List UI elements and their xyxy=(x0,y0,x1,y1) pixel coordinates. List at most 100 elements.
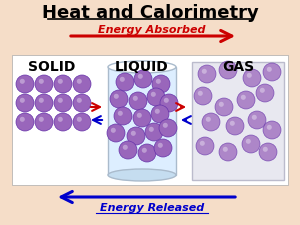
Circle shape xyxy=(223,147,228,152)
Circle shape xyxy=(138,74,143,79)
Circle shape xyxy=(58,79,63,84)
Circle shape xyxy=(263,121,281,139)
Circle shape xyxy=(223,65,228,70)
Circle shape xyxy=(16,94,34,112)
Circle shape xyxy=(20,98,25,103)
Circle shape xyxy=(20,117,25,122)
Circle shape xyxy=(202,113,220,131)
Circle shape xyxy=(138,144,156,162)
Circle shape xyxy=(246,139,251,144)
Circle shape xyxy=(58,98,63,103)
Circle shape xyxy=(241,95,246,100)
Circle shape xyxy=(219,143,237,161)
Circle shape xyxy=(163,123,168,128)
Circle shape xyxy=(242,135,260,153)
Circle shape xyxy=(256,84,274,102)
Circle shape xyxy=(219,61,237,79)
Circle shape xyxy=(35,75,53,93)
Circle shape xyxy=(159,119,177,137)
Circle shape xyxy=(114,94,119,99)
Circle shape xyxy=(73,75,91,93)
Circle shape xyxy=(142,148,147,153)
Circle shape xyxy=(155,109,160,114)
Circle shape xyxy=(116,73,134,91)
Circle shape xyxy=(158,143,163,148)
Circle shape xyxy=(215,98,233,116)
Circle shape xyxy=(77,98,82,103)
Text: GAS: GAS xyxy=(222,60,254,74)
Circle shape xyxy=(133,109,151,127)
Ellipse shape xyxy=(108,61,176,73)
Circle shape xyxy=(119,141,137,159)
Circle shape xyxy=(35,94,53,112)
Circle shape xyxy=(110,90,128,108)
FancyBboxPatch shape xyxy=(192,62,284,180)
Circle shape xyxy=(260,88,265,93)
Circle shape xyxy=(120,77,125,82)
Circle shape xyxy=(73,94,91,112)
Circle shape xyxy=(147,88,165,106)
Circle shape xyxy=(263,147,268,152)
Text: Energy Released: Energy Released xyxy=(100,203,204,213)
Circle shape xyxy=(35,113,53,131)
Circle shape xyxy=(259,143,277,161)
Circle shape xyxy=(219,102,224,107)
Circle shape xyxy=(247,73,252,78)
Text: LIQUID: LIQUID xyxy=(115,60,169,74)
Circle shape xyxy=(154,139,172,157)
Circle shape xyxy=(145,123,163,141)
Circle shape xyxy=(149,127,154,132)
Circle shape xyxy=(160,94,178,112)
Circle shape xyxy=(156,79,161,84)
Circle shape xyxy=(196,137,214,155)
Circle shape xyxy=(252,115,257,120)
Circle shape xyxy=(39,79,44,84)
Circle shape xyxy=(151,105,169,123)
Circle shape xyxy=(198,65,216,83)
Text: Energy Absorbed: Energy Absorbed xyxy=(98,25,206,35)
Circle shape xyxy=(20,79,25,84)
Circle shape xyxy=(39,117,44,122)
Circle shape xyxy=(54,75,72,93)
Circle shape xyxy=(131,131,136,136)
Circle shape xyxy=(127,127,145,145)
Circle shape xyxy=(151,92,156,97)
FancyBboxPatch shape xyxy=(108,67,176,175)
Circle shape xyxy=(129,92,147,110)
Circle shape xyxy=(200,141,205,146)
Circle shape xyxy=(77,117,82,122)
Circle shape xyxy=(152,75,170,93)
Circle shape xyxy=(243,69,261,87)
Ellipse shape xyxy=(108,169,176,181)
Circle shape xyxy=(58,117,63,122)
Circle shape xyxy=(134,70,152,88)
Circle shape xyxy=(137,113,142,118)
Circle shape xyxy=(16,113,34,131)
Circle shape xyxy=(267,67,272,72)
Circle shape xyxy=(237,91,255,109)
Circle shape xyxy=(107,124,125,142)
Text: Heat and Calorimetry: Heat and Calorimetry xyxy=(42,4,258,22)
Circle shape xyxy=(54,113,72,131)
Circle shape xyxy=(248,111,266,129)
Circle shape xyxy=(73,113,91,131)
Circle shape xyxy=(133,96,138,101)
Circle shape xyxy=(123,145,128,150)
Circle shape xyxy=(114,107,132,125)
Circle shape xyxy=(54,94,72,112)
Circle shape xyxy=(39,98,44,103)
Circle shape xyxy=(198,91,203,96)
Circle shape xyxy=(206,117,211,122)
Circle shape xyxy=(226,117,244,135)
Circle shape xyxy=(267,125,272,130)
Circle shape xyxy=(111,128,116,133)
Text: SOLID: SOLID xyxy=(28,60,76,74)
Circle shape xyxy=(230,121,235,126)
Circle shape xyxy=(202,69,207,74)
Circle shape xyxy=(164,98,169,103)
Circle shape xyxy=(16,75,34,93)
FancyBboxPatch shape xyxy=(12,55,288,185)
Circle shape xyxy=(194,87,212,105)
Circle shape xyxy=(77,79,82,84)
Circle shape xyxy=(263,63,281,81)
